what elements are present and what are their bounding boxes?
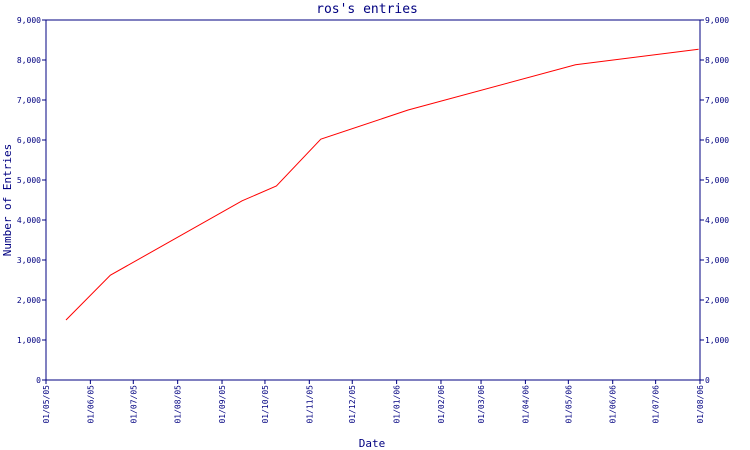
x-tick-label: 01/05/05	[42, 385, 51, 424]
x-tick-label: 01/06/05	[86, 385, 95, 424]
x-tick-label: 01/10/05	[261, 385, 270, 424]
x-tick-label: 01/08/06	[696, 385, 705, 424]
y-tick-label-left: 8,000	[17, 56, 41, 65]
y-tick-label-left: 5,000	[17, 176, 41, 185]
x-axis: 01/05/05 01/06/05 01/07/05 01/08/05 01/09/05…	[42, 380, 705, 424]
x-tick-label: 01/06/06	[609, 385, 618, 424]
x-axis-title: Date	[359, 437, 386, 450]
y-axis-title: Number of Entries	[1, 144, 14, 257]
x-tick-label: 01/03/06	[477, 385, 486, 424]
y-tick-label-right: 5,000	[705, 176, 729, 185]
x-tick-label: 01/11/05	[305, 385, 314, 424]
y-tick-label-left: 0	[36, 376, 41, 385]
y-tick-label-left: 6,000	[17, 136, 41, 145]
x-tick-label: 01/07/06	[652, 385, 661, 424]
x-tick-label: 01/09/05	[218, 385, 227, 424]
x-tick-label: 01/04/06	[521, 385, 530, 424]
x-tick-label: 01/08/05	[174, 385, 183, 424]
x-tick-label: 01/01/06	[393, 385, 402, 424]
y-tick-label-right: 1,000	[705, 336, 729, 345]
y-tick-label-left: 2,000	[17, 296, 41, 305]
chart-title: ros's entries	[316, 2, 418, 17]
y-axis-right: 0 1,000 2,000 3,000 4,000 5,000 6,000 7,000 8,00…	[700, 16, 729, 385]
x-tick-label: 01/05/06	[564, 385, 573, 424]
y-tick-label-right: 8,000	[705, 56, 729, 65]
y-tick-label-right: 2,000	[705, 296, 729, 305]
y-axis-left: 0 1,000 2,000 3,000 4,000 5,000 6,000 7,000 8,00…	[17, 16, 46, 385]
y-tick-label-left: 4,000	[17, 216, 41, 225]
series-line	[65, 48, 699, 321]
y-tick-label-left: 1,000	[17, 336, 41, 345]
y-tick-label-right: 3,000	[705, 256, 729, 265]
plot-frame	[45, 19, 701, 381]
y-tick-label-right: 0	[705, 376, 710, 385]
x-tick-label: 01/12/05	[348, 385, 357, 424]
x-tick-label: 01/07/05	[129, 385, 138, 424]
y-tick-label-right: 7,000	[705, 96, 729, 105]
y-tick-label-right: 6,000	[705, 136, 729, 145]
x-tick-label: 01/02/06	[437, 385, 446, 424]
y-tick-label-left: 3,000	[17, 256, 41, 265]
y-tick-label-left: 9,000	[17, 16, 41, 25]
y-tick-label-right: 9,000	[705, 16, 729, 25]
series-layer	[65, 48, 699, 321]
y-tick-label-left: 7,000	[17, 96, 41, 105]
y-tick-label-right: 4,000	[705, 216, 729, 225]
